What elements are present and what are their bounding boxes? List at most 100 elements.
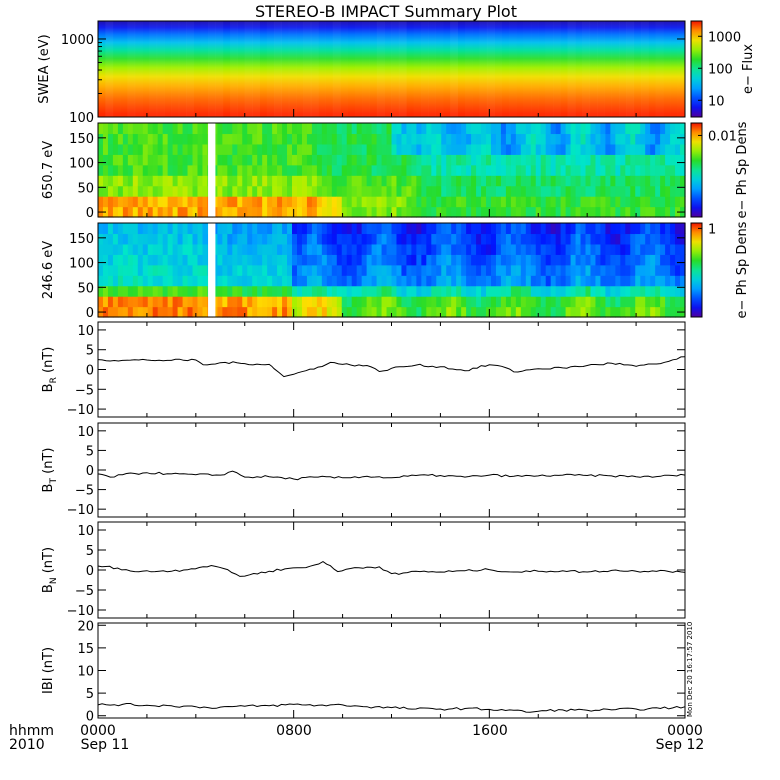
spectrogram-cell <box>580 143 587 155</box>
spectrogram-cell <box>471 233 477 245</box>
spectrogram-cell <box>257 175 263 187</box>
field-line <box>97 356 686 378</box>
spectrogram-cell <box>476 264 482 276</box>
spectrogram-cell <box>471 223 477 235</box>
spectrogram-cell <box>550 206 557 218</box>
spectrogram-cell <box>426 123 432 135</box>
spectrogram-cell <box>505 206 512 218</box>
spectrogram-cell <box>520 206 527 218</box>
swea-texture <box>618 21 627 117</box>
spectrogram-cell <box>336 143 343 155</box>
spectrogram-cell <box>346 275 353 287</box>
spectrogram-cell <box>381 123 388 135</box>
swea-texture <box>391 21 400 117</box>
spectrogram-cell <box>421 123 427 135</box>
spectrogram-cell <box>301 196 308 208</box>
spectrogram-cell <box>177 264 184 276</box>
spectrogram-cell <box>590 223 597 235</box>
spectrogram-cell <box>262 296 268 308</box>
spectrogram-cell <box>670 285 676 297</box>
spectrogram-cell <box>311 123 318 135</box>
spectrogram-cell <box>495 175 502 187</box>
spectrogram-cell <box>510 206 517 218</box>
spectrogram-cell <box>112 306 119 318</box>
spectrogram-cell <box>172 143 179 155</box>
spectrogram-cell <box>585 123 592 135</box>
spectrogram-cell <box>625 133 631 145</box>
spectrogram-cell <box>650 133 656 145</box>
spectrogram-cell <box>326 143 333 155</box>
spectrogram-cell <box>406 143 412 155</box>
spectrogram-cell <box>560 233 567 245</box>
spectrogram-cell <box>177 185 184 197</box>
spectrogram-cell <box>341 206 348 218</box>
colorbar <box>690 222 703 318</box>
spectrogram-cell <box>391 243 398 255</box>
spectrogram-cell <box>282 164 288 176</box>
spectrogram-cell <box>650 243 656 255</box>
spectrogram-cell <box>361 206 368 218</box>
spectrogram-cell <box>575 133 582 145</box>
spectrogram-cell <box>366 223 373 235</box>
spectrogram-cell <box>510 175 517 187</box>
spectrogram-cell <box>222 164 228 176</box>
spectrogram-cell <box>157 175 164 187</box>
spectrogram-cell <box>500 243 507 255</box>
spectrogram-cell <box>520 133 527 145</box>
spectrogram-cell <box>351 196 358 208</box>
spectrogram-cell <box>177 223 184 235</box>
spectrogram-cell <box>630 175 636 187</box>
spectrogram-cell <box>530 185 537 197</box>
spectrogram-cell <box>267 154 273 166</box>
spectrogram-cell <box>640 285 646 297</box>
spectrogram-cell <box>610 154 616 166</box>
spectrogram-cell <box>391 143 398 155</box>
spectrogram-cell <box>267 275 273 287</box>
spectrogram-cell <box>187 275 194 287</box>
spectrogram-cell <box>361 254 368 266</box>
spectrogram-cell <box>580 154 587 166</box>
spectrogram-cell <box>202 175 209 187</box>
spectrogram-cell <box>495 223 502 235</box>
spectrogram-cell <box>456 285 462 297</box>
spectrogram-cell <box>560 254 567 266</box>
spectrogram-cell <box>466 243 472 255</box>
spectrogram-cell <box>466 164 472 176</box>
spectrogram-cell <box>505 264 512 276</box>
spectrogram-cell <box>620 206 626 218</box>
spectrogram-cell <box>665 285 671 297</box>
spectrogram-cell <box>670 233 676 245</box>
spectrogram-cell <box>495 123 502 135</box>
spectrogram-cell <box>172 243 179 255</box>
spectrogram-cell <box>525 154 532 166</box>
spectrogram-cell <box>520 196 527 208</box>
spectrogram-cell <box>600 223 606 235</box>
spectrogram-cell <box>287 164 293 176</box>
spectrogram-cell <box>331 143 338 155</box>
spectrogram-cell <box>610 306 616 318</box>
spectrogram-cell <box>117 154 124 166</box>
spectrogram-cell <box>351 175 358 187</box>
spectrogram-cell <box>277 296 283 308</box>
spectrogram-cell <box>555 133 562 145</box>
spectrogram-cell <box>147 233 154 245</box>
spectrogram-cell <box>227 275 233 287</box>
spectrogram-cell <box>371 254 378 266</box>
spectrogram-cell <box>112 206 119 218</box>
spectrogram-cell <box>287 243 293 255</box>
spectrogram-cell <box>237 164 243 176</box>
spectrogram-cell <box>381 264 388 276</box>
spectrogram-cell <box>162 254 169 266</box>
spectrogram-cell <box>222 196 228 208</box>
spectrogram-cell <box>282 123 288 135</box>
spectrogram-cell <box>122 123 129 135</box>
spectrogram-cell <box>655 164 661 176</box>
spectrogram-cell <box>505 243 512 255</box>
spectrogram-cell <box>356 233 363 245</box>
spectrogram-cell <box>396 275 403 287</box>
spectrogram-cell <box>306 164 313 176</box>
spectrogram-cell <box>167 254 174 266</box>
spectrogram-cell <box>341 154 348 166</box>
spectrogram-cell <box>426 233 432 245</box>
spectrogram-cell <box>655 243 661 255</box>
